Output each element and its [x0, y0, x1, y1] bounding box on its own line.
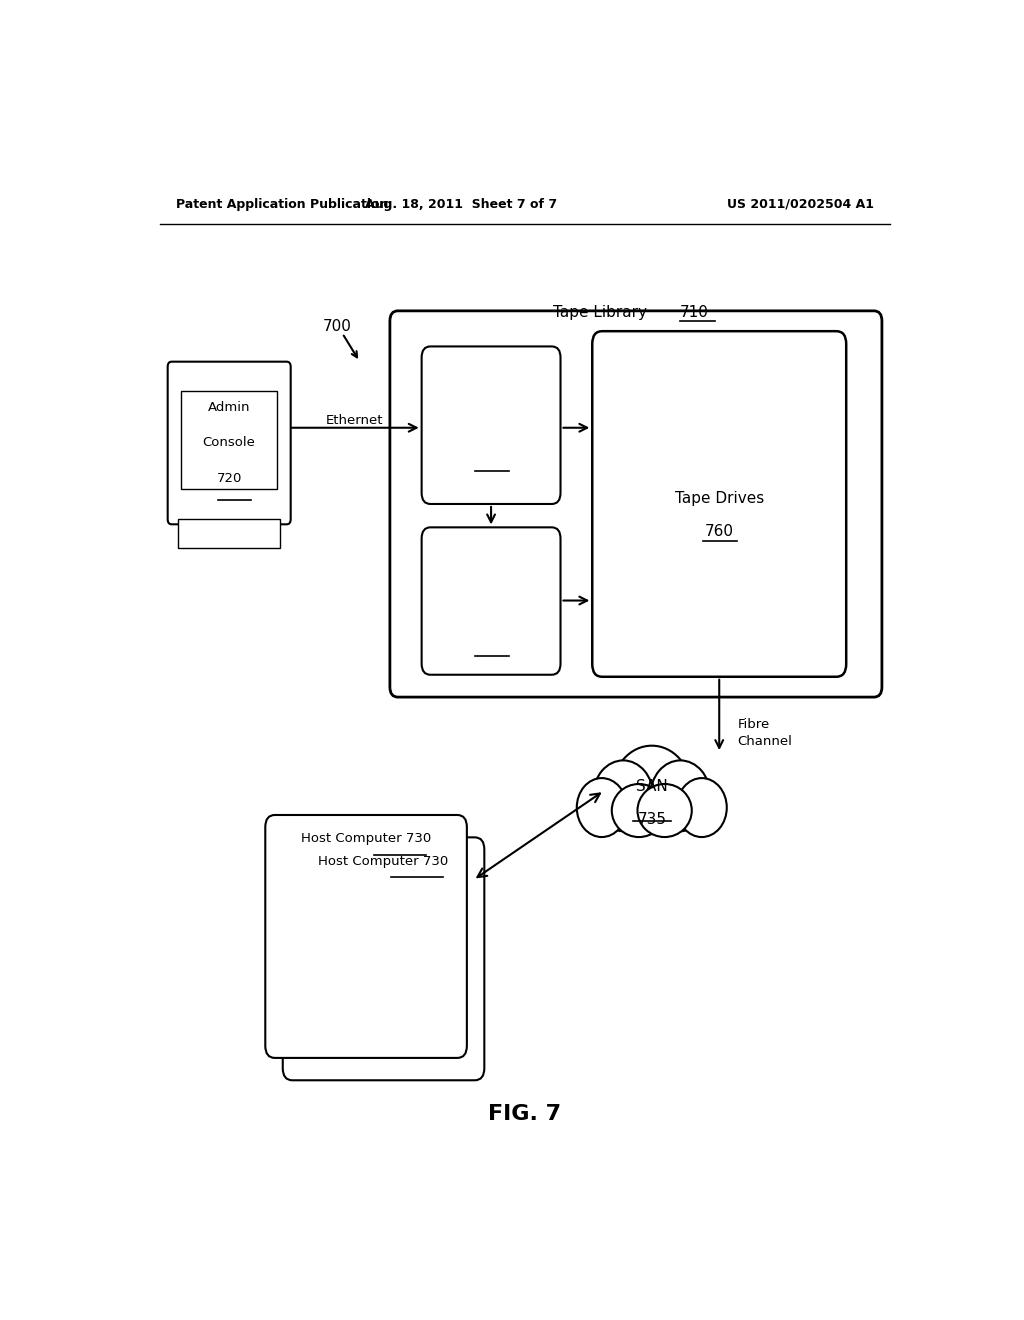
Ellipse shape [650, 760, 711, 832]
Text: Card: Card [475, 426, 508, 440]
Text: 710: 710 [680, 305, 709, 321]
FancyBboxPatch shape [168, 362, 291, 524]
Text: SAN: SAN [636, 779, 668, 795]
Text: 720: 720 [216, 471, 242, 484]
Text: Tape Library: Tape Library [553, 305, 646, 321]
Text: Aug. 18, 2011  Sheet 7 of 7: Aug. 18, 2011 Sheet 7 of 7 [366, 198, 557, 211]
Text: Library: Library [467, 585, 515, 598]
Text: Fibre
Channel: Fibre Channel [737, 718, 793, 747]
Text: 740: 740 [478, 457, 504, 470]
Text: Host Computer 730: Host Computer 730 [318, 854, 449, 867]
Text: Ethernet: Ethernet [326, 414, 383, 428]
FancyBboxPatch shape [265, 814, 467, 1057]
Text: Host Computer 730: Host Computer 730 [301, 833, 431, 845]
Text: Patent Application Publication: Patent Application Publication [176, 198, 388, 211]
Ellipse shape [611, 784, 666, 837]
Text: Console: Console [203, 437, 256, 450]
Text: Tape Drives: Tape Drives [675, 491, 764, 507]
Text: 750: 750 [478, 642, 504, 655]
FancyBboxPatch shape [422, 346, 560, 504]
FancyBboxPatch shape [390, 312, 882, 697]
Bar [178, 519, 281, 548]
Ellipse shape [612, 746, 691, 834]
Ellipse shape [677, 777, 727, 837]
Text: 735: 735 [637, 812, 667, 826]
Bar [181, 391, 278, 488]
Ellipse shape [593, 760, 653, 832]
Text: FIG. 7: FIG. 7 [488, 1104, 561, 1123]
Text: Admin: Admin [208, 401, 251, 414]
FancyBboxPatch shape [283, 837, 484, 1080]
Text: Controller: Controller [457, 612, 525, 626]
Ellipse shape [577, 777, 627, 837]
Text: Management: Management [445, 397, 537, 412]
FancyBboxPatch shape [422, 528, 560, 675]
Ellipse shape [638, 784, 692, 837]
Text: 700: 700 [323, 318, 351, 334]
FancyBboxPatch shape [592, 331, 846, 677]
Text: 760: 760 [705, 524, 734, 539]
Text: US 2011/0202504 A1: US 2011/0202504 A1 [727, 198, 873, 211]
